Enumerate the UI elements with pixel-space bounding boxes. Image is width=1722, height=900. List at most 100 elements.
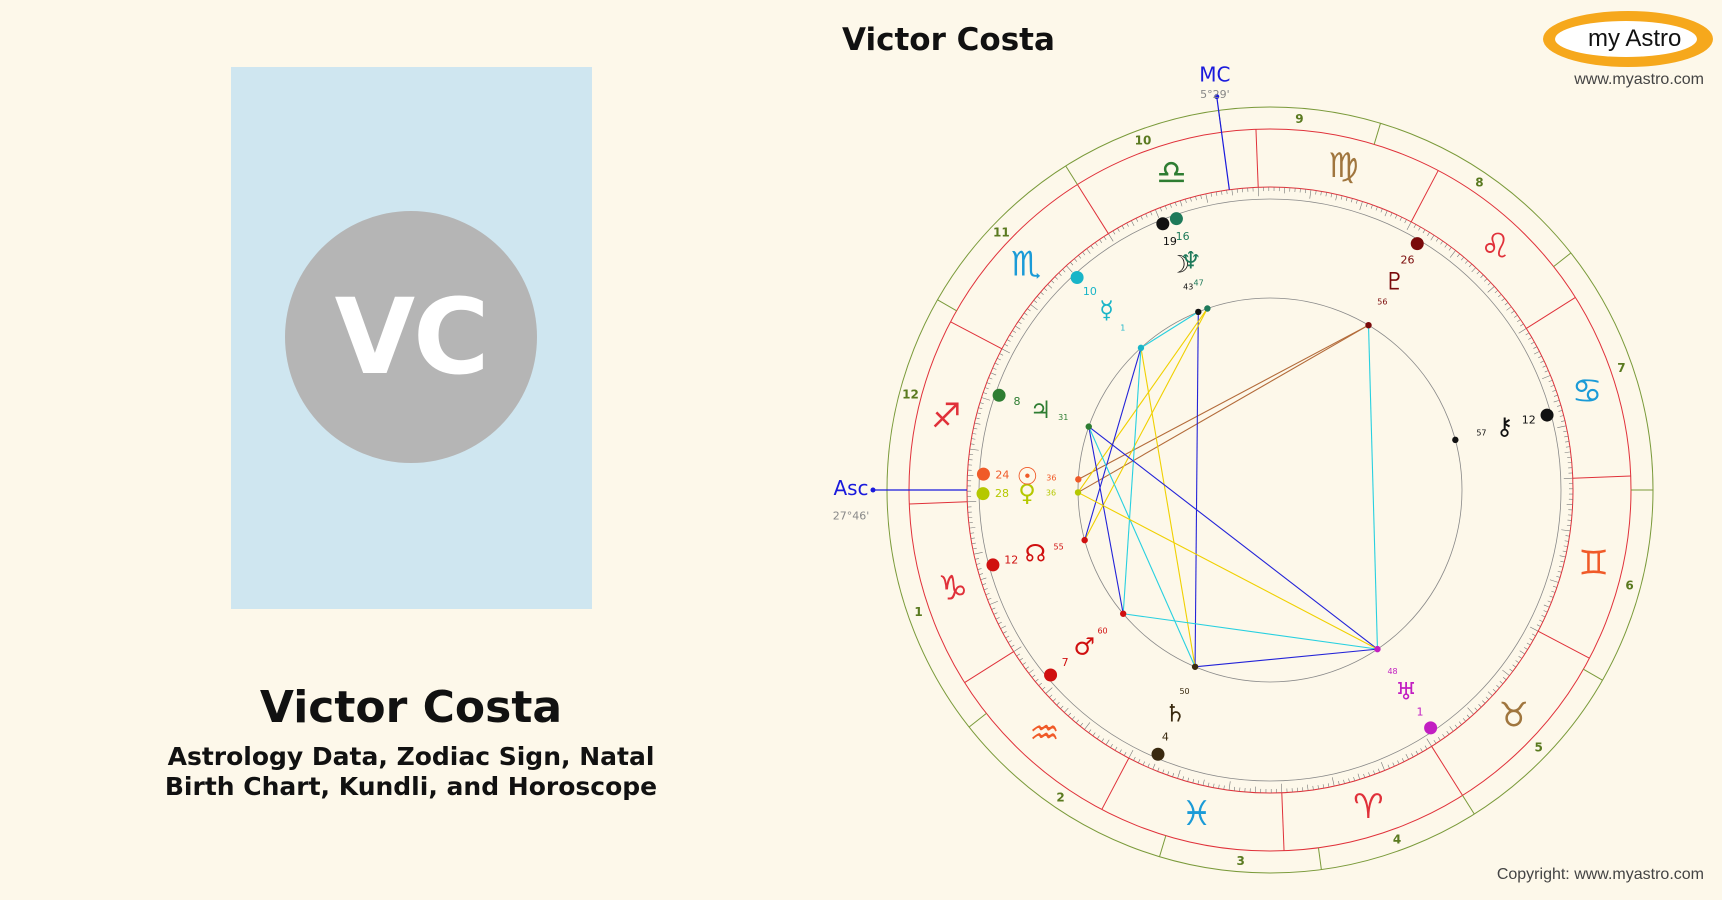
degree-tick — [1133, 756, 1136, 761]
house-number-10: 10 — [1135, 133, 1152, 147]
degree-tick — [1020, 316, 1025, 320]
degree-tick — [1544, 370, 1549, 373]
jupiter-glyph: ♃ — [1030, 396, 1052, 424]
sign-glyph-pisces: ♓ — [1181, 794, 1211, 834]
degree-tick — [973, 427, 978, 430]
uranus-aspect-point — [1374, 645, 1381, 653]
degree-tick — [1135, 218, 1139, 222]
degree-tick — [1565, 441, 1570, 443]
sun-position-dot — [976, 467, 990, 481]
degree-tick — [1010, 644, 1015, 648]
north-node-minute: 55 — [1053, 543, 1063, 552]
degree-tick — [1016, 653, 1021, 657]
mc-marker — [1214, 94, 1220, 100]
sign-divider — [1255, 129, 1259, 188]
degree-tick — [1551, 590, 1556, 593]
degree-tick — [1086, 248, 1091, 254]
degree-tick — [1325, 192, 1327, 197]
degree-tick — [1424, 745, 1428, 750]
degree-tick — [1207, 782, 1210, 787]
degree-tick — [1071, 716, 1075, 720]
house-cusp-line — [968, 713, 987, 728]
degree-tick — [1465, 260, 1469, 264]
degree-tick — [1415, 750, 1419, 755]
degree-tick — [1045, 687, 1053, 694]
degree-tick — [1025, 666, 1029, 670]
degree-tick — [1030, 304, 1038, 311]
degree-tick — [1518, 655, 1523, 659]
myastro-logo[interactable]: my Astro — [1543, 11, 1713, 67]
degree-tick — [1172, 773, 1175, 777]
degree-tick — [1101, 738, 1105, 743]
degree-tick — [1205, 193, 1209, 203]
degree-tick — [1119, 749, 1122, 754]
degree-tick — [1320, 191, 1322, 196]
degree-tick — [1062, 269, 1066, 273]
house-cusp-line — [1159, 835, 1167, 857]
degree-tick — [1498, 294, 1502, 298]
uranus-minute: 48 — [1387, 667, 1397, 676]
chart-title: Victor Costa — [842, 22, 1055, 58]
degree-tick — [1096, 735, 1100, 740]
degree-tick — [1541, 615, 1546, 618]
degree-tick — [1448, 247, 1452, 251]
degree-tick — [1056, 702, 1060, 706]
degree-tick — [1228, 781, 1231, 791]
avatar-initials: VC — [334, 276, 490, 398]
mercury-aspect-point — [1137, 344, 1145, 352]
pluto-minute: 56 — [1377, 298, 1387, 307]
sign-glyph-sagittarius: ♐ — [931, 397, 961, 437]
degree-tick — [1052, 698, 1056, 702]
sign-glyph-virgo: ♍ — [1328, 146, 1358, 186]
degree-tick — [1387, 764, 1390, 769]
mars-position-dot — [1044, 668, 1058, 682]
degree-tick — [1155, 209, 1160, 218]
degree-tick — [1058, 272, 1062, 276]
degree-tick — [1476, 270, 1480, 275]
logo-name: Astro — [1625, 25, 1682, 52]
house-cusp-line — [1553, 252, 1572, 267]
north-node-degree: 12 — [1004, 553, 1018, 566]
aspect-line — [1122, 347, 1142, 614]
degree-tick — [1084, 722, 1091, 730]
subtitle-line-1: Astrology Data, Zodiac Sign, Natal — [167, 742, 655, 771]
chiron-degree: 12 — [1522, 414, 1536, 427]
degree-tick — [1406, 221, 1412, 231]
degree-tick — [1041, 686, 1046, 690]
degree-tick — [1167, 771, 1170, 776]
degree-tick — [1559, 415, 1564, 417]
degree-tick — [1031, 674, 1036, 678]
house-number-4: 4 — [1393, 833, 1401, 847]
degree-tick — [999, 353, 1004, 356]
degree-tick — [1511, 310, 1515, 314]
degree-tick — [1525, 332, 1530, 336]
degree-tick — [1487, 691, 1493, 696]
degree-tick — [1315, 190, 1317, 195]
site-url-link[interactable]: www.myastro.com — [1574, 71, 1704, 88]
sign-glyph-capricorn: ♑ — [938, 568, 968, 608]
degree-tick — [985, 593, 990, 596]
logo-inner — [1555, 21, 1697, 57]
degree-tick — [1157, 767, 1160, 772]
degree-tick — [1078, 255, 1082, 259]
degree-tick — [1192, 779, 1195, 784]
degree-tick — [1110, 744, 1113, 748]
degree-tick — [1331, 777, 1335, 787]
sign-glyph-cancer: ♋ — [1572, 372, 1602, 412]
degree-tick — [1177, 769, 1181, 779]
aspect-line — [1194, 311, 1199, 667]
degree-tick — [1117, 228, 1120, 232]
degree-tick — [1430, 235, 1435, 241]
degree-tick — [1553, 585, 1557, 588]
degree-tick — [982, 583, 987, 586]
degree-tick — [1526, 642, 1531, 646]
degree-tick — [1074, 258, 1078, 262]
degree-tick — [1422, 229, 1426, 234]
sign-ring-inner — [966, 186, 1574, 794]
degree-tick — [1528, 337, 1532, 340]
degree-tick — [1515, 660, 1520, 664]
degree-tick — [1160, 207, 1163, 212]
degree-tick — [1405, 753, 1409, 760]
degree-tick — [1322, 784, 1325, 789]
degree-tick — [1338, 780, 1340, 786]
